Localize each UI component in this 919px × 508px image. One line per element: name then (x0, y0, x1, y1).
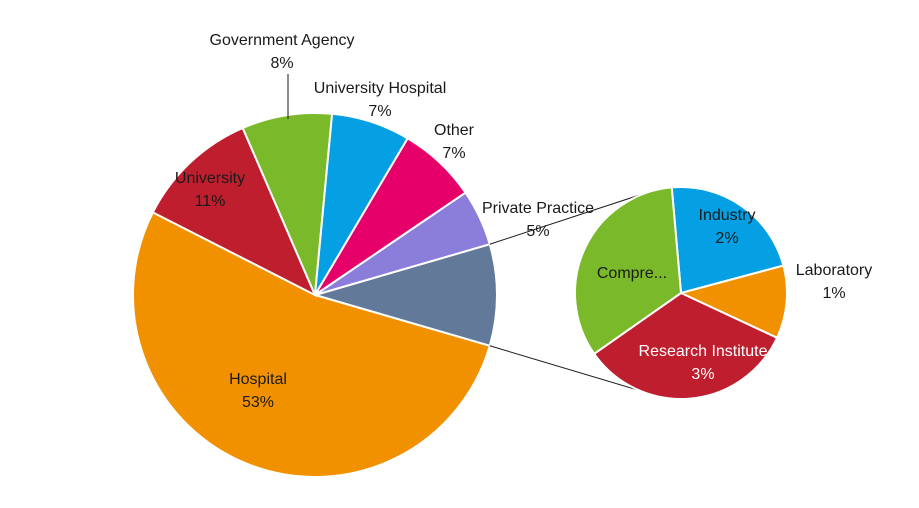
secondary-pie (574, 186, 788, 400)
label-hospital-value: 53% (241, 394, 275, 411)
main-pie (132, 112, 498, 479)
label-industry-value: 2% (715, 230, 739, 247)
label-research-institute: Research Institute 3% (639, 340, 768, 386)
label-university-hospital: University Hospital 7% (314, 77, 446, 123)
label-other-value: 7% (442, 145, 466, 162)
label-university-name: University (174, 170, 246, 187)
label-university: University 11% (175, 167, 245, 213)
slice-industry (670, 186, 785, 295)
label-hospital-name: Hospital (229, 371, 287, 388)
label-government-agency: Government Agency 8% (210, 29, 355, 75)
connector-top (489, 191, 649, 245)
slice-private-practice (314, 191, 492, 296)
label-industry-name: Industry (698, 207, 756, 224)
label-other: Other 7% (434, 119, 474, 165)
slice-university (151, 126, 318, 298)
label-government-agency-name: Government Agency (209, 32, 355, 49)
label-compre: Compre... (597, 262, 667, 285)
slice-laboratory (678, 264, 788, 340)
connector-lines (489, 191, 649, 392)
label-other-name: Other (433, 122, 475, 139)
label-industry: Industry 2% (699, 204, 756, 250)
label-laboratory-value: 1% (822, 285, 846, 302)
label-private-practice: Private Practice 5% (482, 197, 594, 243)
label-research-institute-value: 3% (691, 366, 715, 383)
label-laboratory: Laboratory 1% (796, 259, 873, 305)
slice-compre (574, 186, 683, 356)
label-research-institute-name: Research Institute (638, 343, 768, 360)
label-university-hospital-name: University Hospital (313, 80, 447, 97)
label-government-agency-value: 8% (270, 55, 294, 72)
slice-hospital (132, 211, 492, 479)
label-university-hospital-value: 7% (368, 103, 392, 120)
slice-grouped (311, 242, 498, 348)
label-compre-name: Compre... (596, 265, 668, 282)
label-private-practice-value: 5% (526, 223, 550, 240)
label-private-practice-name: Private Practice (481, 200, 595, 217)
label-hospital: Hospital 53% (229, 368, 287, 414)
connector-bottom (489, 345, 640, 392)
label-university-value: 11% (194, 193, 226, 210)
slice-government-agency (241, 112, 334, 296)
slice-research-institute (592, 291, 779, 400)
label-laboratory-name: Laboratory (795, 262, 873, 279)
